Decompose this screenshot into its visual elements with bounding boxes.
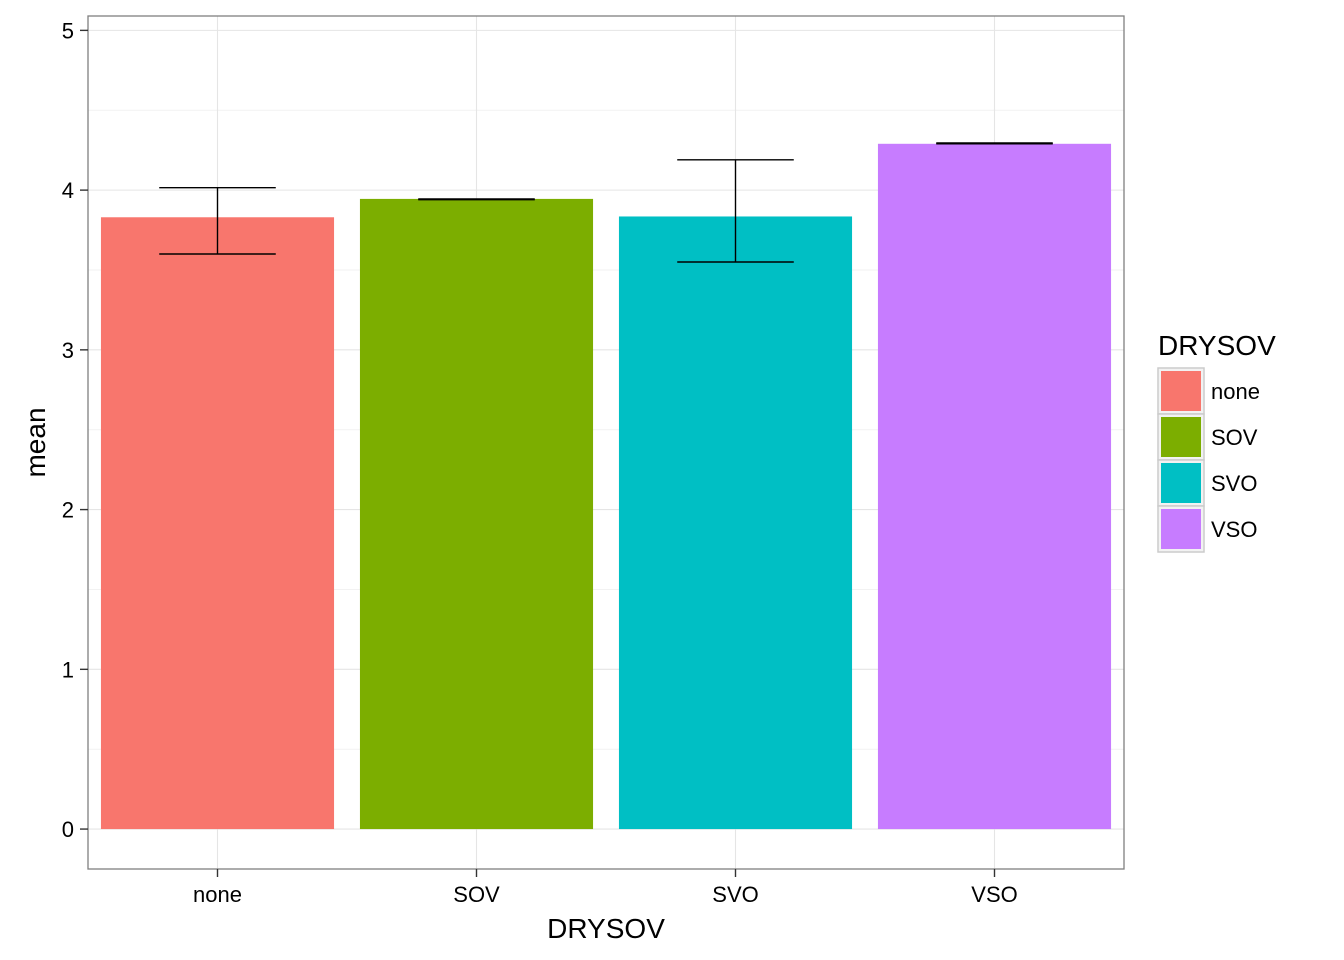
legend-label: SOV [1211, 425, 1258, 450]
y-tick-label: 0 [62, 817, 74, 842]
legend: DRYSOV none SOV SVO VSO [1157, 330, 1276, 553]
x-axis-title: DRYSOV [547, 913, 665, 944]
legend-label: VSO [1211, 517, 1257, 542]
axes: 0 1 2 3 4 5 none SOV SVO VSO [62, 18, 1018, 907]
legend-key-svo [1161, 463, 1201, 503]
legend-title: DRYSOV [1158, 330, 1276, 361]
x-tick-label: VSO [971, 882, 1017, 907]
bar-svo [618, 216, 853, 830]
bars [100, 143, 1112, 830]
bar-none [100, 217, 335, 830]
y-tick-label: 1 [62, 657, 74, 682]
legend-key-sov [1161, 417, 1201, 457]
y-tick-label: 4 [62, 178, 74, 203]
error-bars [159, 142, 1053, 263]
bar-vso [877, 143, 1112, 830]
y-tick-label: 2 [62, 498, 74, 523]
bar-sov [359, 198, 594, 830]
y-tick-label: 3 [62, 338, 74, 363]
x-tick-label: SOV [453, 882, 500, 907]
legend-key-none [1161, 371, 1201, 411]
legend-label: SVO [1211, 471, 1257, 496]
y-axis-title: mean [20, 407, 51, 477]
legend-key-vso [1161, 509, 1201, 549]
x-tick-label: SVO [712, 882, 758, 907]
y-tick-label: 5 [62, 18, 74, 43]
x-tick-label: none [193, 882, 242, 907]
panel-border [87, 15, 1125, 870]
legend-label: none [1211, 379, 1260, 404]
legend-items: none SOV SVO VSO [1157, 367, 1260, 553]
